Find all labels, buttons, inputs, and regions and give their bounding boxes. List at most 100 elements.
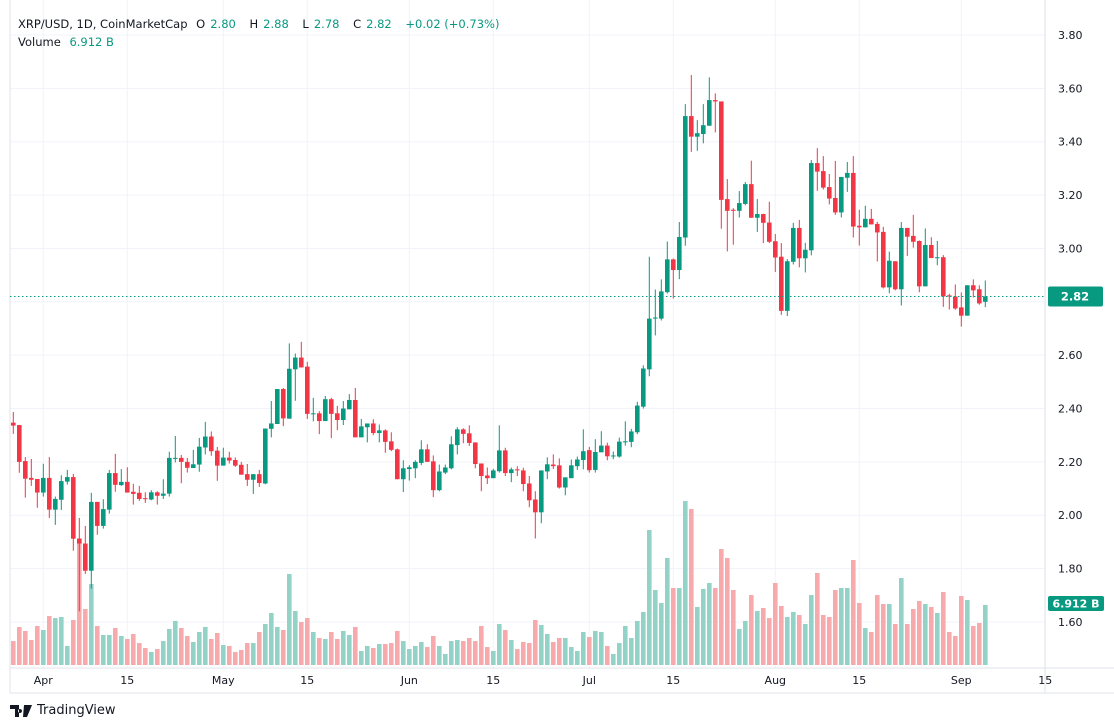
candle <box>335 405 340 431</box>
x-tick-label: 15 <box>666 674 680 687</box>
volume-bar <box>965 599 970 665</box>
candle-body <box>875 223 880 233</box>
candle-body <box>371 423 376 434</box>
candle <box>485 467 490 485</box>
candle <box>701 104 706 144</box>
candle <box>137 485 142 501</box>
x-tick-label: 15 <box>300 674 314 687</box>
tradingview-logo[interactable]: TradingView <box>10 703 116 718</box>
candle-body <box>311 413 316 415</box>
candle <box>203 421 208 455</box>
candle-body <box>881 231 886 288</box>
candle <box>509 467 514 483</box>
candle <box>83 525 88 574</box>
candle-body <box>527 483 532 501</box>
volume-bar <box>317 638 322 665</box>
last-volume-badge <box>1048 596 1104 611</box>
candle-body <box>533 499 538 513</box>
volume-bar <box>293 611 298 665</box>
candle-body <box>29 477 34 480</box>
candle-body <box>665 259 670 293</box>
volume-bar <box>611 653 616 665</box>
candle-body <box>317 413 322 422</box>
volume-bar <box>821 615 826 665</box>
legend-volume-row: Volume 6.912 B <box>18 33 504 51</box>
candle-body <box>959 307 964 316</box>
volume-bar <box>833 590 838 665</box>
volume-bar <box>719 549 724 665</box>
candle <box>695 120 700 151</box>
candle <box>47 457 52 518</box>
volume-bar <box>881 603 886 665</box>
open-label: O <box>196 17 206 31</box>
candle <box>467 425 472 446</box>
candle <box>749 160 754 218</box>
last-volume-label: 6.912 B <box>1052 598 1099 611</box>
volume-bar <box>203 626 208 665</box>
candle-body <box>413 461 418 469</box>
candle-body <box>107 473 112 510</box>
candle <box>929 237 934 259</box>
candle <box>437 464 442 492</box>
symbol-title[interactable]: XRP/USD, 1D, CoinMarketCap <box>18 17 188 31</box>
volume-label[interactable]: Volume <box>18 35 61 49</box>
candle <box>419 440 424 466</box>
volume-bar <box>29 640 34 665</box>
candle <box>947 293 952 310</box>
candle-body <box>305 366 310 414</box>
candle-body <box>269 423 274 429</box>
candlestick-chart[interactable]: 3.80 3.60 3.40 3.20 3.00 2.60 2.40 2.20 2.00 1.80… <box>0 0 1114 700</box>
candle <box>455 427 460 455</box>
candle <box>845 161 850 192</box>
candle <box>245 464 250 486</box>
candle <box>239 461 244 475</box>
volume-bar <box>809 595 814 665</box>
volume-bar <box>299 622 304 665</box>
candle <box>371 419 376 436</box>
candle-body <box>689 116 694 137</box>
volume-bar <box>437 645 442 665</box>
candle <box>149 490 154 501</box>
candle-body <box>905 227 910 237</box>
candle-body <box>53 498 58 510</box>
candle-body <box>755 214 760 218</box>
volume-bar <box>353 626 358 665</box>
candle-body <box>455 429 460 446</box>
candle-body <box>287 368 292 419</box>
candle <box>101 499 106 529</box>
candle <box>515 466 520 477</box>
axes: 3.80 3.60 3.40 3.20 3.00 2.60 2.40 2.20 2.00 1.80… <box>9 0 1114 694</box>
candle <box>785 259 790 316</box>
candle-body <box>203 436 208 448</box>
candle <box>533 491 538 539</box>
candle <box>677 222 682 280</box>
candle <box>383 429 388 453</box>
volume-bar <box>893 624 898 665</box>
x-tick-label: 15 <box>486 674 500 687</box>
volume-bar <box>917 601 922 665</box>
volume-bar <box>887 603 892 665</box>
candle <box>611 451 616 460</box>
candle-body <box>467 433 472 443</box>
volume-bar <box>449 641 454 665</box>
candle-body <box>725 199 730 211</box>
candle <box>461 428 466 444</box>
volume-bar <box>515 649 520 665</box>
candle <box>425 444 430 462</box>
change-value: +0.02 (+0.73%) <box>405 17 500 31</box>
volume-bar <box>323 638 328 665</box>
volume-bar <box>713 588 718 665</box>
candle <box>539 470 544 524</box>
candle <box>719 101 724 229</box>
volume-bar <box>113 628 118 665</box>
candle-body <box>713 100 718 102</box>
candle <box>743 182 748 206</box>
candle <box>215 446 220 481</box>
candle <box>401 460 406 493</box>
candle <box>965 285 970 316</box>
candle <box>821 156 826 190</box>
volume-bar <box>767 618 772 665</box>
candle <box>29 458 34 486</box>
volume-bar <box>455 640 460 665</box>
candle-body <box>815 163 820 172</box>
